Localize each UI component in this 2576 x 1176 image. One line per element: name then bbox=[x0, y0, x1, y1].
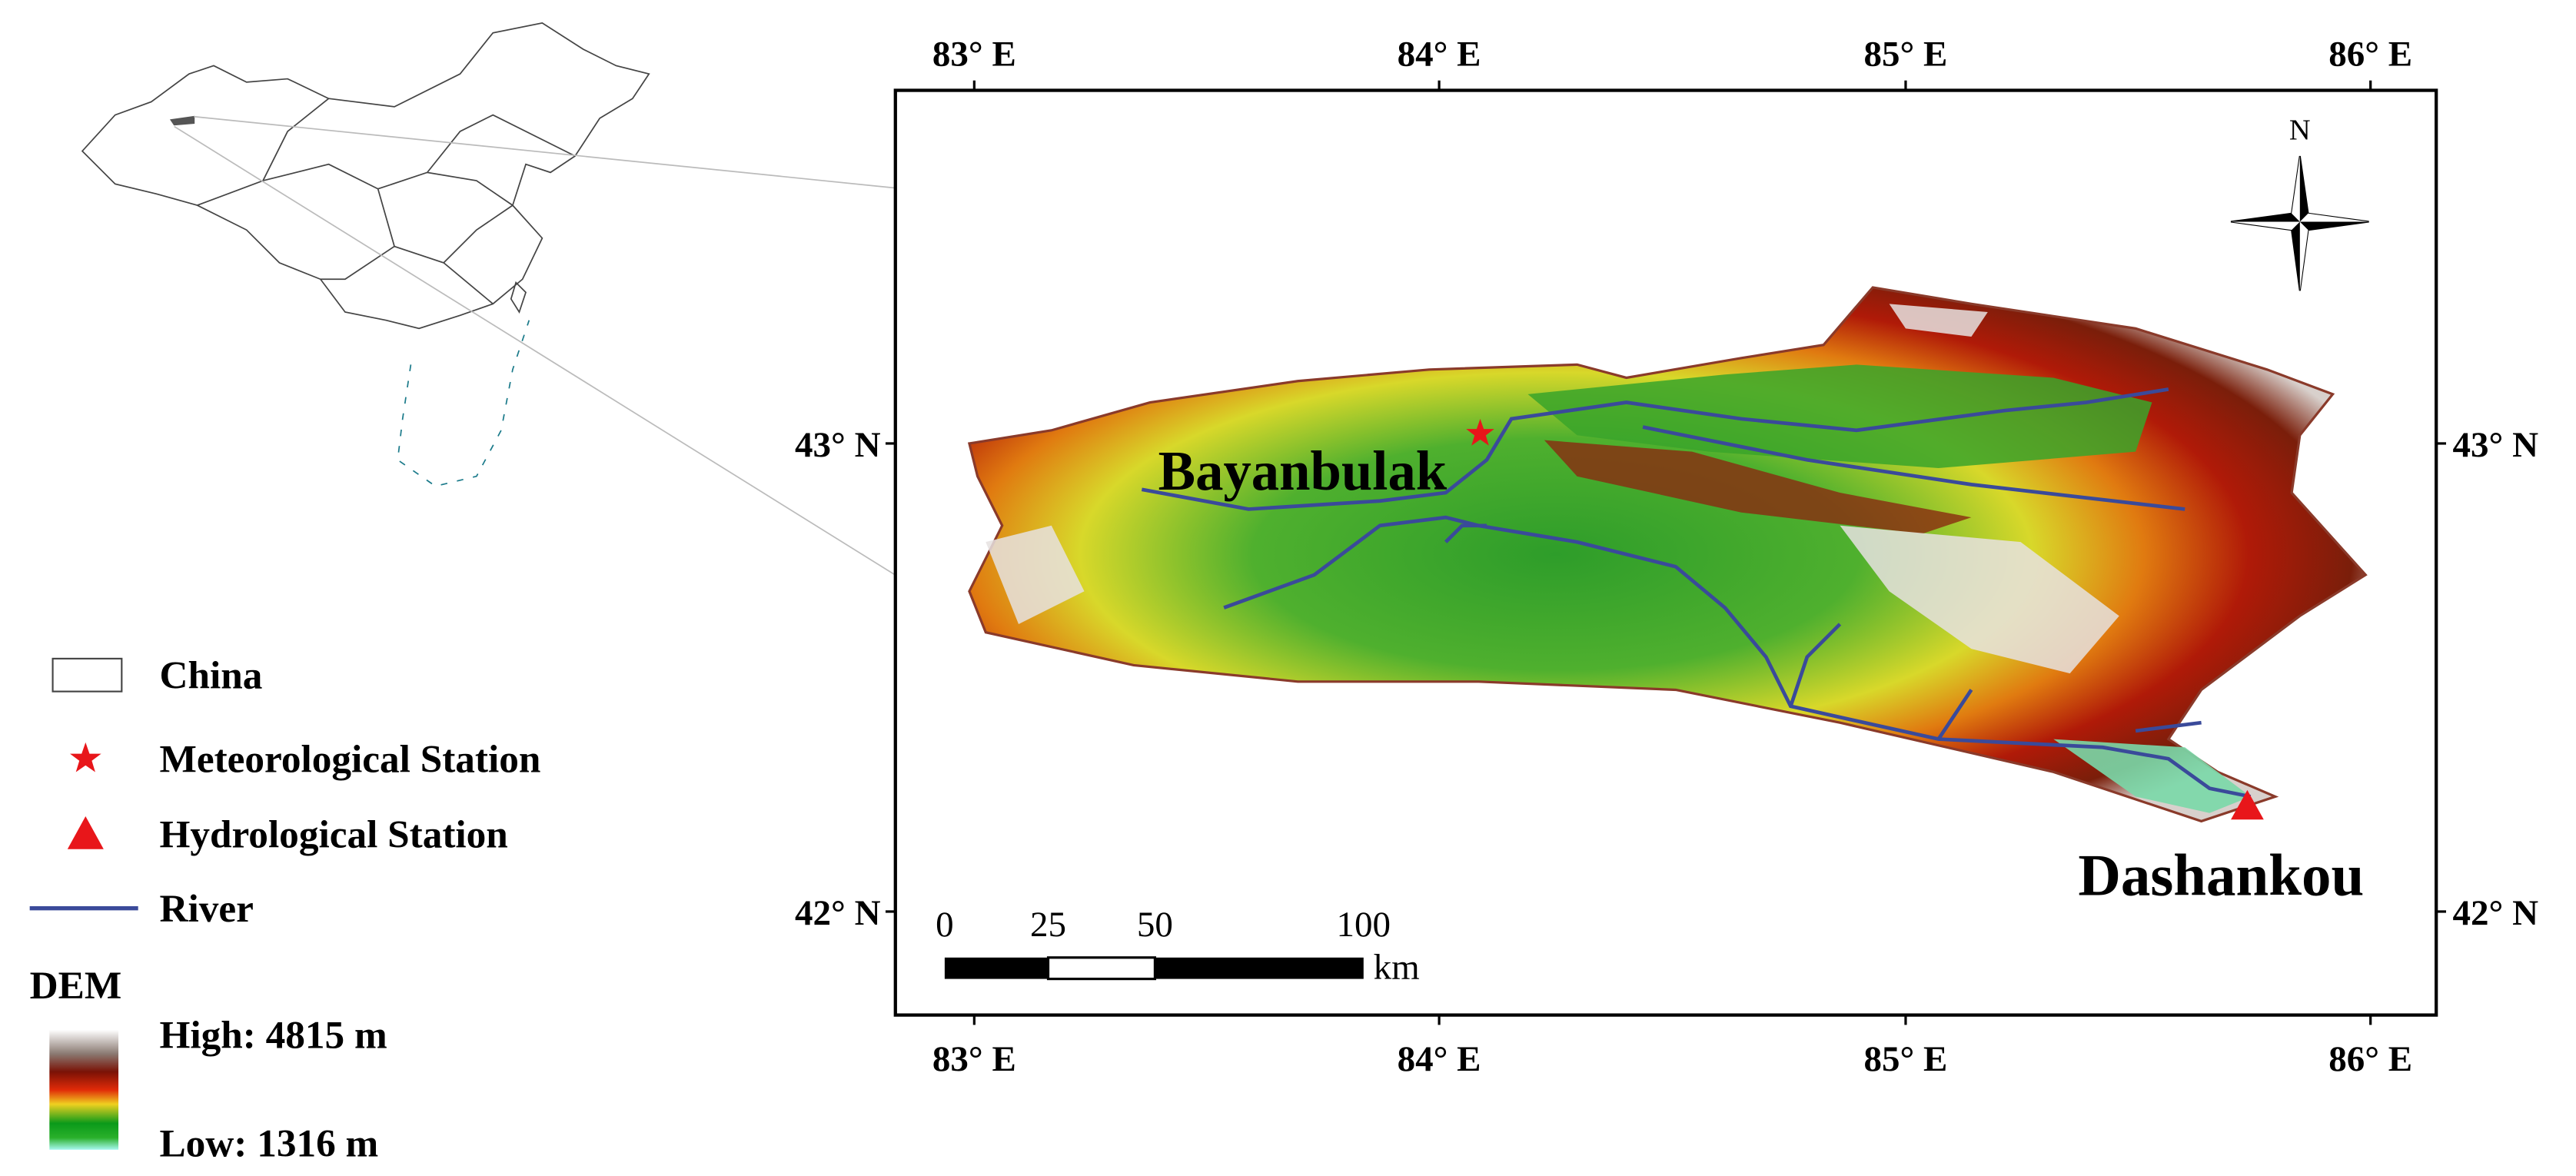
scale-segment bbox=[944, 957, 1049, 979]
lon-label: 85° E bbox=[1864, 1039, 1948, 1079]
north-label: N bbox=[2289, 115, 2311, 147]
station-label: Dashankou bbox=[2078, 842, 2364, 909]
river bbox=[1223, 515, 2252, 799]
legend: China Meteorological Station Hydrologica… bbox=[29, 653, 540, 1165]
lon-label: 84° E bbox=[1398, 34, 1481, 74]
study-area-inset bbox=[169, 115, 195, 126]
lat-label: 43° N bbox=[795, 425, 881, 465]
north-arrow: N bbox=[2230, 115, 2369, 291]
dem-color-ramp bbox=[49, 1029, 119, 1150]
valley-green bbox=[1527, 364, 2152, 469]
river bbox=[1444, 425, 2202, 740]
north-arrow-half bbox=[2231, 156, 2369, 291]
ridge-brown bbox=[1544, 440, 1972, 534]
legend-triangle bbox=[67, 816, 104, 849]
lat-label: 43° N bbox=[2453, 425, 2539, 465]
lon-label: 86° E bbox=[2328, 34, 2412, 74]
legend-item: Meteorological Station bbox=[159, 737, 540, 781]
scale-label: 50 bbox=[1137, 905, 1173, 945]
hydrological-station-marker bbox=[2231, 789, 2264, 820]
dem-title: DEM bbox=[30, 964, 122, 1008]
legend-china-symbol bbox=[52, 657, 123, 693]
lon-label: 85° E bbox=[1864, 34, 1948, 74]
legend-item: China bbox=[159, 653, 262, 697]
legend-star bbox=[70, 742, 101, 772]
scale-bar: 0 25 50 100 km bbox=[936, 905, 1420, 988]
snow-ridges bbox=[986, 304, 2119, 674]
meteorological-station-marker bbox=[1466, 418, 1494, 446]
china-outline bbox=[81, 22, 650, 330]
lat-label: 42° N bbox=[2453, 893, 2539, 933]
dem-low: Low: 1316 m bbox=[159, 1121, 378, 1165]
river bbox=[1141, 387, 2169, 511]
scale-label: 0 bbox=[936, 905, 954, 945]
scale-unit: km bbox=[1374, 948, 1420, 988]
scale-segment bbox=[1155, 957, 1364, 979]
south-sea-boundary bbox=[397, 320, 530, 487]
scale-label: 100 bbox=[1337, 905, 1391, 945]
scale-segment bbox=[1046, 956, 1157, 981]
lower-valley bbox=[2053, 739, 2251, 813]
lon-label: 83° E bbox=[932, 1039, 1016, 1079]
taiwan bbox=[510, 281, 527, 314]
scale-label: 25 bbox=[1030, 905, 1066, 945]
lon-label: 84° E bbox=[1398, 1039, 1481, 1079]
province-lines bbox=[197, 98, 576, 304]
station-label: Bayanbulak bbox=[1158, 440, 1448, 502]
scale-labels: 0 25 50 100 bbox=[936, 905, 1391, 945]
legend-item: River bbox=[159, 887, 253, 931]
leader-line bbox=[174, 125, 962, 617]
graticule-ticks bbox=[885, 80, 2446, 1025]
lat-label: 42° N bbox=[795, 893, 881, 933]
graticule-labels: 83° E 84° E 85° E 86° E 83° E 84° E 85° E 86° E… bbox=[795, 34, 2538, 1079]
china-inset bbox=[81, 22, 650, 487]
lon-label: 86° E bbox=[2328, 1039, 2412, 1079]
dem-high: High: 4815 m bbox=[159, 1013, 387, 1057]
rivers bbox=[1141, 387, 2252, 799]
lon-label: 83° E bbox=[932, 34, 1016, 74]
legend-item: Hydrological Station bbox=[159, 813, 507, 857]
